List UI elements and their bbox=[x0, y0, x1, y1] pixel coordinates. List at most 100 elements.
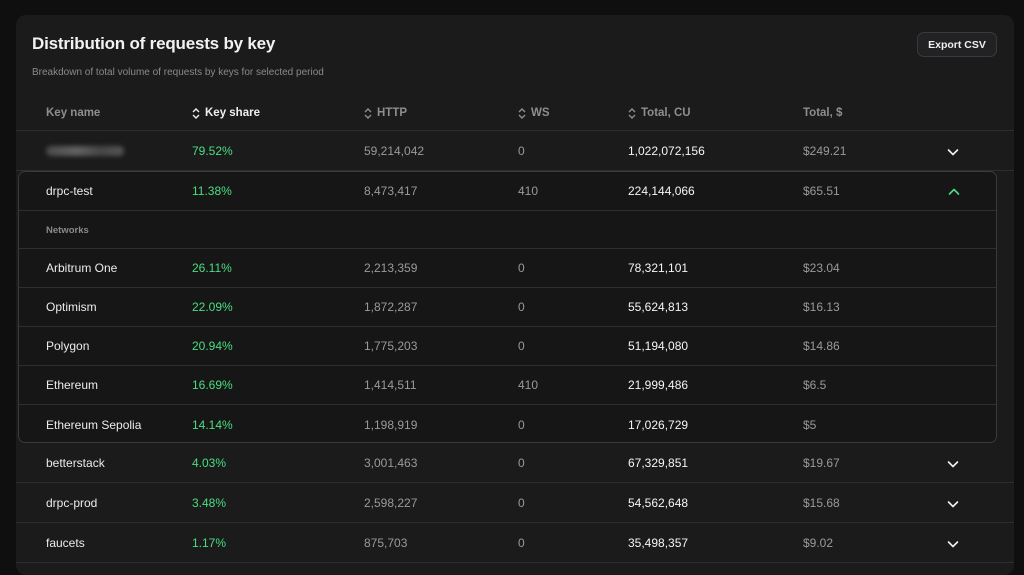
network-name-cell: Arbitrum One bbox=[46, 261, 118, 275]
column-label: Key name bbox=[46, 107, 101, 119]
network-usd-cell: $6.5 bbox=[803, 378, 827, 392]
chevron-up-icon[interactable] bbox=[947, 185, 961, 199]
chevron-down-icon[interactable] bbox=[946, 497, 960, 511]
http-cell: 59,214,042 bbox=[364, 144, 425, 158]
table-row[interactable]: drpc-test 11.38% 8,473,417 410 224,144,0… bbox=[19, 172, 996, 211]
key-name-cell bbox=[46, 132, 124, 170]
network-name-cell: Polygon bbox=[46, 339, 90, 353]
column-header-total-cu[interactable]: Total, CU bbox=[628, 107, 691, 119]
network-row: Optimism 22.09% 1,872,287 0 55,624,813 $… bbox=[19, 288, 996, 327]
column-label: Key share bbox=[205, 107, 260, 119]
total-usd-cell: $9.02 bbox=[803, 536, 834, 550]
total-usd-cell: $65.51 bbox=[803, 184, 840, 198]
network-share-cell: 14.14% bbox=[192, 417, 233, 432]
network-ws-cell: 0 bbox=[518, 261, 525, 275]
key-share-cell: 79.52% bbox=[192, 144, 233, 158]
ws-cell: 0 bbox=[518, 144, 525, 158]
total-usd-cell: $15.68 bbox=[803, 496, 840, 510]
network-cu-cell: 78,321,101 bbox=[628, 261, 689, 275]
ws-cell: 0 bbox=[518, 536, 525, 550]
total-cu-cell: 224,144,066 bbox=[628, 184, 695, 198]
total-usd-cell: $19.67 bbox=[803, 456, 840, 470]
http-cell: 2,598,227 bbox=[364, 496, 418, 510]
table-header: Key name Key share HTTP WS Total, CU Tot… bbox=[16, 97, 1014, 131]
ws-cell: 0 bbox=[518, 496, 525, 510]
networks-subheader: Networks bbox=[19, 211, 996, 249]
key-share-cell: 11.38% bbox=[192, 184, 232, 198]
network-ws-cell: 0 bbox=[518, 339, 525, 353]
table-row[interactable]: 79.52% 59,214,042 0 1,022,072,156 $249.2… bbox=[16, 132, 1014, 171]
total-cu-cell: 67,329,851 bbox=[628, 456, 689, 470]
key-share-cell: 4.03% bbox=[192, 456, 227, 470]
network-usd-cell: $14.86 bbox=[803, 339, 840, 353]
total-cu-cell: 54,562,648 bbox=[628, 496, 689, 510]
export-csv-button[interactable]: Export CSV bbox=[917, 32, 997, 57]
key-share-cell: 3.48% bbox=[192, 496, 227, 510]
network-share-cell: 22.09% bbox=[192, 300, 233, 314]
table-row[interactable]: betterstack 4.03% 3,001,463 0 67,329,851… bbox=[16, 444, 1014, 483]
network-http-cell: 1,198,919 bbox=[364, 417, 418, 432]
network-usd-cell: $5 bbox=[803, 417, 817, 432]
network-usd-cell: $23.04 bbox=[803, 261, 840, 275]
network-ws-cell: 0 bbox=[518, 300, 525, 314]
table-row[interactable]: faucets 1.17% 875,703 0 35,498,357 $9.02 bbox=[16, 524, 1014, 563]
key-name-cell: drpc-prod bbox=[46, 496, 98, 510]
network-row: Arbitrum One 26.11% 2,213,359 0 78,321,1… bbox=[19, 249, 996, 288]
key-name-cell: betterstack bbox=[46, 456, 105, 470]
network-row: Polygon 20.94% 1,775,203 0 51,194,080 $1… bbox=[19, 327, 996, 366]
networks-label: Networks bbox=[46, 224, 89, 236]
network-share-cell: 20.94% bbox=[192, 339, 233, 353]
key-share-cell: 1.17% bbox=[192, 536, 227, 550]
panel-title: Distribution of requests by key bbox=[32, 34, 276, 53]
ws-cell: 0 bbox=[518, 456, 525, 470]
network-name-cell: Ethereum Sepolia bbox=[46, 417, 142, 432]
network-cu-cell: 51,194,080 bbox=[628, 339, 689, 353]
http-cell: 8,473,417 bbox=[364, 184, 418, 198]
network-share-cell: 16.69% bbox=[192, 378, 233, 392]
network-share-cell: 26.11% bbox=[192, 261, 232, 275]
network-name-cell: Optimism bbox=[46, 300, 97, 314]
network-cu-cell: 17,026,729 bbox=[628, 417, 689, 432]
ws-cell: 410 bbox=[518, 184, 539, 198]
column-header-key-name: Key name bbox=[46, 107, 100, 119]
total-cu-cell: 35,498,357 bbox=[628, 536, 689, 550]
network-http-cell: 1,414,511 bbox=[364, 378, 417, 392]
column-label: HTTP bbox=[377, 107, 408, 119]
chevron-down-icon[interactable] bbox=[946, 537, 960, 551]
sort-icon bbox=[518, 107, 526, 119]
column-label: Total, CU bbox=[641, 107, 691, 119]
table-row[interactable]: drpc-prod 3.48% 2,598,227 0 54,562,648 $… bbox=[16, 484, 1014, 523]
total-usd-cell: $249.21 bbox=[803, 144, 847, 158]
network-ws-cell: 410 bbox=[518, 378, 539, 392]
expanded-key-panel: drpc-test 11.38% 8,473,417 410 224,144,0… bbox=[18, 171, 997, 443]
network-usd-cell: $16.13 bbox=[803, 300, 840, 314]
key-name-cell: drpc-test bbox=[46, 184, 93, 198]
column-header-total-usd: Total, $ bbox=[803, 107, 842, 119]
chevron-down-icon[interactable] bbox=[946, 145, 960, 159]
network-ws-cell: 0 bbox=[518, 417, 525, 432]
sort-icon bbox=[192, 107, 200, 119]
network-http-cell: 2,213,359 bbox=[364, 261, 418, 275]
sort-icon bbox=[364, 107, 372, 119]
total-cu-cell: 1,022,072,156 bbox=[628, 144, 705, 158]
sort-icon bbox=[628, 107, 636, 119]
network-http-cell: 1,775,203 bbox=[364, 339, 418, 353]
network-row: Ethereum Sepolia 14.14% 1,198,919 0 17,0… bbox=[19, 405, 996, 442]
network-cu-cell: 55,624,813 bbox=[628, 300, 689, 314]
http-cell: 875,703 bbox=[364, 536, 408, 550]
network-http-cell: 1,872,287 bbox=[364, 300, 418, 314]
panel-subtitle: Breakdown of total volume of requests by… bbox=[32, 67, 324, 78]
column-header-http[interactable]: HTTP bbox=[364, 107, 407, 119]
column-label: Total, $ bbox=[803, 107, 843, 119]
column-header-key-share[interactable]: Key share bbox=[192, 107, 260, 119]
chevron-down-icon[interactable] bbox=[946, 457, 960, 471]
network-name-cell: Ethereum bbox=[46, 378, 99, 392]
network-row: Ethereum 16.69% 1,414,511 410 21,999,486… bbox=[19, 366, 996, 405]
http-cell: 3,001,463 bbox=[364, 456, 418, 470]
redacted-key-name bbox=[46, 146, 124, 156]
network-cu-cell: 21,999,486 bbox=[628, 378, 689, 392]
requests-distribution-panel: Distribution of requests by key Breakdow… bbox=[16, 15, 1014, 575]
key-name-cell: faucets bbox=[46, 536, 85, 550]
column-header-ws[interactable]: WS bbox=[518, 107, 550, 119]
column-label: WS bbox=[531, 107, 550, 119]
